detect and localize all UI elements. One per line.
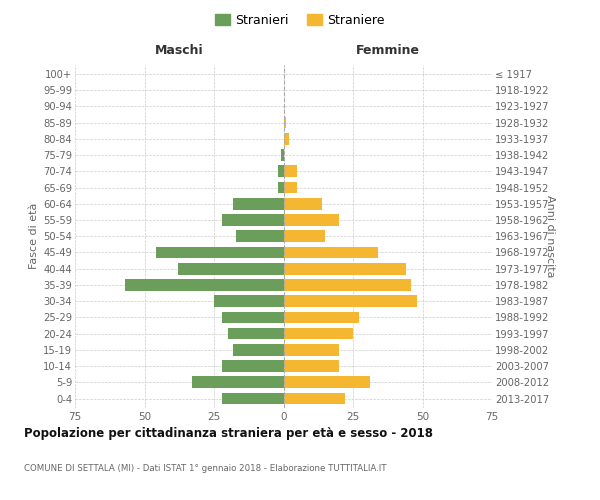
Bar	[278, 182, 284, 194]
Bar	[284, 279, 412, 291]
Bar	[278, 166, 284, 177]
Bar	[284, 230, 325, 242]
Bar	[236, 230, 284, 242]
Bar	[178, 263, 284, 274]
Text: Femmine: Femmine	[356, 44, 420, 57]
Bar	[284, 198, 322, 209]
Bar	[284, 214, 339, 226]
Bar	[284, 344, 339, 356]
Text: Popolazione per cittadinanza straniera per età e sesso - 2018: Popolazione per cittadinanza straniera p…	[24, 428, 433, 440]
Bar	[284, 263, 406, 274]
Bar	[125, 279, 284, 291]
Bar	[223, 214, 284, 226]
Bar	[233, 198, 284, 209]
Bar	[281, 149, 284, 161]
Text: COMUNE DI SETTALA (MI) - Dati ISTAT 1° gennaio 2018 - Elaborazione TUTTITALIA.IT: COMUNE DI SETTALA (MI) - Dati ISTAT 1° g…	[24, 464, 386, 473]
Bar	[214, 296, 284, 307]
Bar	[155, 246, 284, 258]
Bar	[284, 360, 339, 372]
Text: Maschi: Maschi	[155, 44, 203, 57]
Bar	[223, 392, 284, 404]
Bar	[284, 376, 370, 388]
Bar	[284, 246, 378, 258]
Bar	[284, 296, 417, 307]
Bar	[284, 312, 359, 324]
Bar	[284, 392, 344, 404]
Bar	[284, 117, 286, 128]
Bar	[233, 344, 284, 356]
Legend: Stranieri, Straniere: Stranieri, Straniere	[210, 8, 390, 32]
Bar	[192, 376, 284, 388]
Bar	[284, 328, 353, 340]
Bar	[223, 312, 284, 324]
Bar	[284, 166, 298, 177]
Bar	[284, 182, 298, 194]
Bar	[223, 360, 284, 372]
Bar	[284, 133, 289, 144]
Bar	[228, 328, 284, 340]
Y-axis label: Anni di nascita: Anni di nascita	[545, 195, 555, 278]
Y-axis label: Fasce di età: Fasce di età	[29, 203, 39, 270]
